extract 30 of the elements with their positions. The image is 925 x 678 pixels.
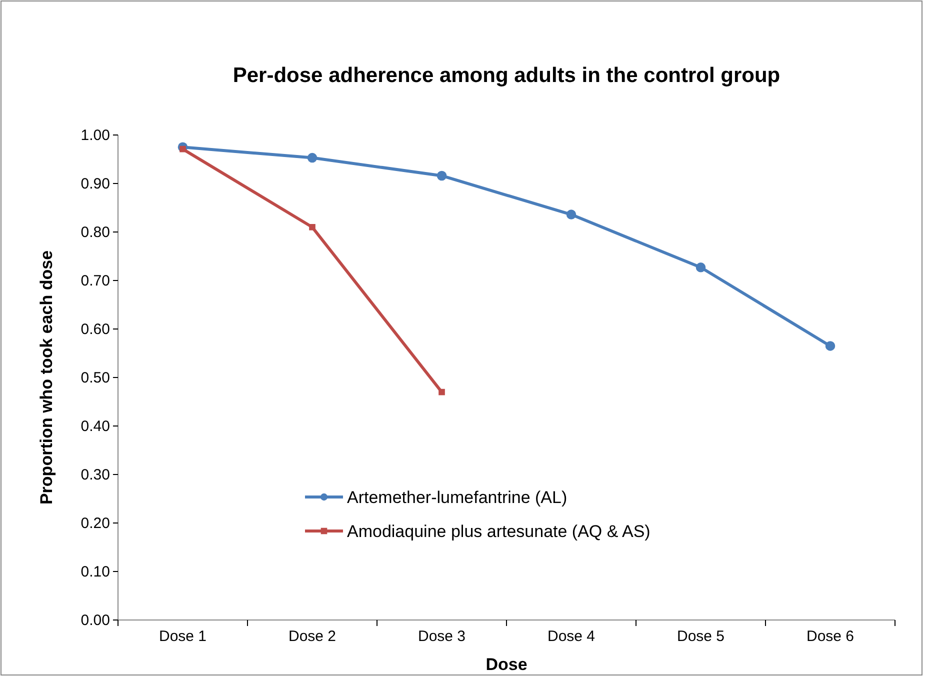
point <box>696 262 706 272</box>
y-tick-label: 0.20 <box>80 514 110 532</box>
y-axis-title: Proportion who took each dose <box>37 250 56 505</box>
y-tick-label: 0.80 <box>80 224 110 241</box>
point <box>307 152 318 163</box>
y-tick-label: 0.50 <box>80 369 110 386</box>
x-tick-label: Dose 2 <box>288 628 336 645</box>
y-tick-label: 0.70 <box>80 272 110 290</box>
x-tick-label: Dose 1 <box>158 628 207 645</box>
y-tick-label: 0.40 <box>80 418 110 435</box>
point <box>566 210 576 220</box>
point <box>438 388 445 396</box>
x-tick-label: Dose 3 <box>418 628 466 645</box>
x-tick-label: Dose 5 <box>676 628 725 645</box>
y-tick-label: 0.10 <box>80 563 110 580</box>
chart-title: Per-dose adherence among adults in the control group <box>232 64 780 87</box>
x-axis-title: Dose <box>486 655 528 674</box>
y-tick-label: 0.60 <box>80 320 110 338</box>
y-tick-label: 0.90 <box>80 175 110 192</box>
legend-label: Amodiaquine plus artesunate (AQ & AS) <box>347 522 650 541</box>
y-tick-label: 0.30 <box>80 466 110 484</box>
point <box>309 224 316 230</box>
y-tick-label: 0.00 <box>80 612 110 629</box>
point <box>180 146 186 152</box>
x-tick-label: Dose 6 <box>806 628 854 645</box>
point <box>436 170 447 181</box>
x-tick-label: Dose 4 <box>547 628 596 645</box>
y-tick-label: 1.00 <box>80 126 110 144</box>
point <box>825 341 836 351</box>
legend-label: Artemether-lumefantrine (AL) <box>347 488 568 507</box>
